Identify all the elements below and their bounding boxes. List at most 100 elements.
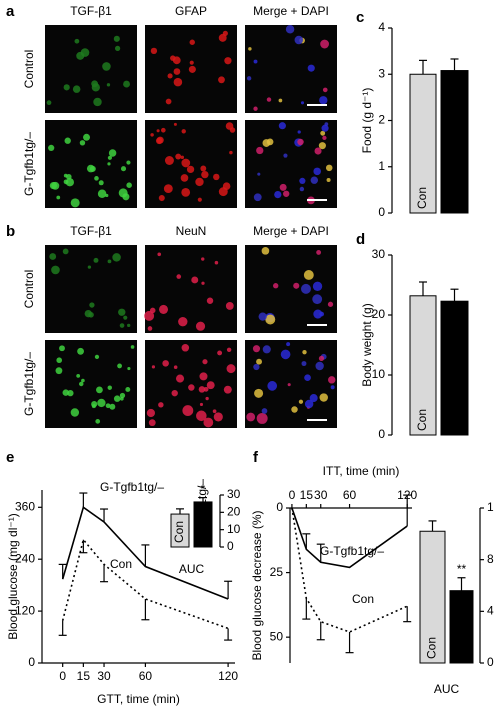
bar — [409, 295, 437, 436]
cell — [76, 373, 81, 378]
y-tick-label: 120 — [487, 500, 494, 514]
cell — [155, 137, 163, 145]
cell — [48, 144, 55, 152]
cell — [310, 176, 319, 184]
cell — [70, 198, 80, 208]
cell — [107, 155, 113, 160]
cell — [126, 160, 131, 165]
cell — [70, 408, 80, 417]
cell — [113, 35, 120, 42]
cell — [163, 184, 173, 194]
cell — [125, 387, 131, 392]
cell — [315, 361, 324, 371]
cell — [301, 283, 311, 294]
cell — [55, 367, 63, 375]
cell — [273, 283, 279, 289]
cell — [127, 366, 131, 371]
cell — [225, 302, 234, 310]
cell — [158, 402, 164, 408]
y-tick-label: 0 — [276, 500, 283, 514]
cell — [312, 294, 323, 305]
series-label: G-Tgfb1tg/– — [320, 544, 384, 558]
cell — [181, 129, 186, 134]
cell — [97, 398, 106, 408]
cell — [246, 412, 256, 422]
micrograph — [245, 24, 337, 113]
cell — [196, 410, 207, 422]
cell — [120, 166, 127, 172]
cell — [122, 193, 130, 201]
micrograph — [145, 120, 237, 208]
y-tick-label: 360 — [15, 499, 35, 513]
y-tick-label: 2 — [378, 113, 385, 127]
cell — [206, 381, 215, 390]
significance: * — [201, 482, 206, 496]
cell — [186, 165, 195, 174]
cell — [283, 190, 290, 197]
series-label: Con — [110, 557, 132, 571]
cell — [147, 326, 153, 331]
cell — [181, 344, 190, 352]
cell — [266, 138, 274, 146]
cell — [127, 323, 131, 328]
cell — [304, 374, 311, 382]
cell — [266, 97, 272, 102]
y-axis-label: Blood glucose decrease (%) — [250, 510, 264, 660]
cell — [205, 396, 209, 401]
cell — [246, 76, 252, 81]
cell — [203, 417, 214, 428]
cell — [113, 395, 121, 402]
bar-label: G-tgfβ1tg/– — [447, 370, 461, 431]
cell — [254, 388, 264, 398]
y-tick-label: 25 — [270, 565, 284, 579]
bar-label: Con — [415, 187, 429, 209]
cell — [213, 173, 220, 181]
cell — [102, 62, 111, 71]
x-tick-label: 0 — [59, 669, 66, 683]
x-tick-label: 60 — [343, 488, 357, 502]
x-tick-label: 30 — [97, 669, 111, 683]
panel-letter: a — [6, 3, 15, 20]
bar-label: G-Tgfb1tg/– — [454, 595, 468, 659]
bar-label: Con — [415, 409, 429, 431]
panel-letter: d — [356, 231, 365, 248]
panel-letter: e — [6, 449, 14, 466]
series-label: G-Tgfb1tg/– — [100, 480, 164, 494]
cell — [287, 383, 291, 387]
cell — [226, 347, 232, 353]
cell — [89, 165, 96, 172]
bar-label: G-Tgfb1tg/– — [195, 479, 209, 543]
cell — [302, 349, 307, 355]
cell — [173, 77, 183, 87]
cell — [87, 265, 92, 269]
cell — [173, 365, 178, 369]
bar — [419, 530, 446, 664]
cell — [79, 381, 84, 387]
micrograph — [145, 340, 237, 428]
cell — [200, 165, 207, 172]
cell — [321, 124, 329, 132]
x-tick-label: 0 — [289, 488, 296, 502]
cell — [297, 138, 304, 146]
cell — [72, 85, 81, 93]
cell — [112, 253, 121, 262]
cell — [118, 308, 126, 316]
cell — [261, 408, 268, 414]
cell — [180, 155, 185, 159]
y-tick-label: 10 — [372, 367, 386, 381]
cell — [201, 170, 209, 179]
row-label: G-Tgfb1tg/– — [22, 132, 36, 196]
panel-letter: f — [253, 449, 259, 466]
cell — [195, 177, 204, 187]
cell — [173, 122, 177, 126]
cell — [150, 47, 158, 55]
micrograph — [245, 245, 337, 333]
cell — [297, 130, 301, 134]
cell — [202, 359, 208, 365]
y-tick-label: 20 — [372, 307, 386, 321]
cell — [91, 83, 100, 92]
column-label: Merge + DAPI — [253, 224, 329, 238]
y-tick-label: 3 — [378, 66, 385, 80]
cell — [56, 357, 63, 364]
cell — [109, 403, 116, 410]
